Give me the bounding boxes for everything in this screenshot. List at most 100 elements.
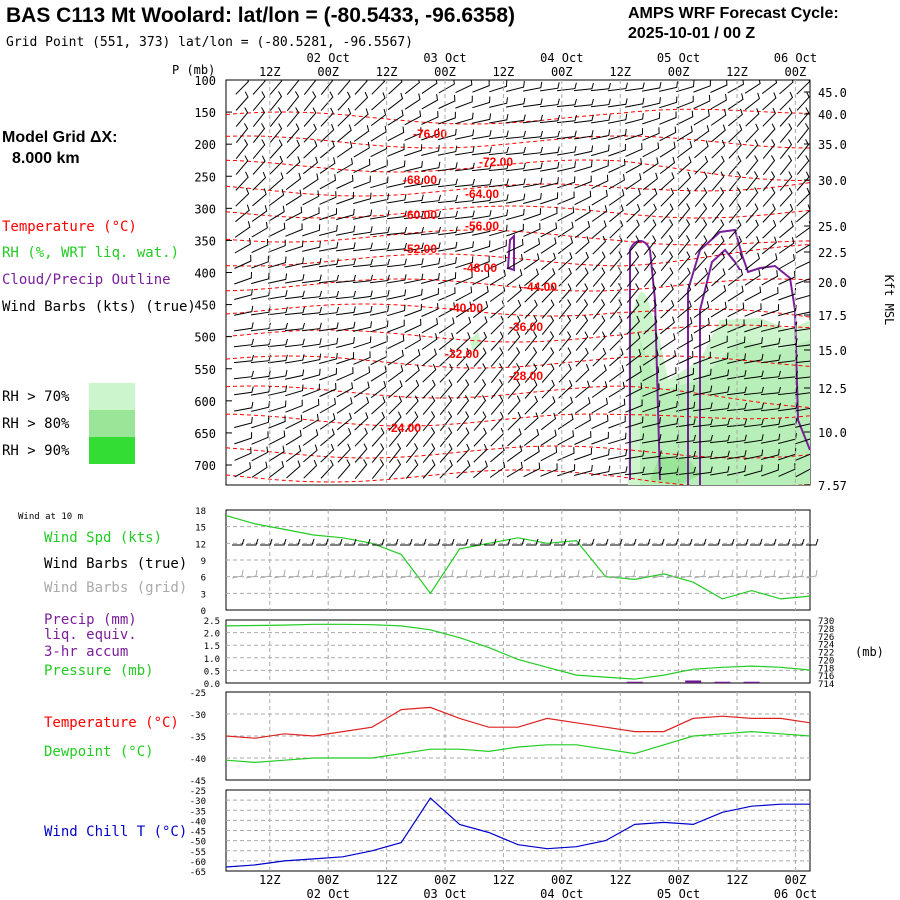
wind-barb bbox=[777, 386, 798, 396]
wind-barb bbox=[252, 155, 266, 175]
wind-barb bbox=[711, 268, 726, 287]
wind-barb bbox=[745, 123, 759, 143]
wind-barb bbox=[694, 187, 708, 207]
wind-barb bbox=[762, 220, 777, 239]
wind-barb bbox=[438, 80, 455, 94]
wind-barb bbox=[609, 348, 624, 367]
wind-barb bbox=[711, 203, 725, 224]
top-hour-label: 12Z bbox=[726, 65, 748, 79]
wind-barb bbox=[421, 178, 441, 188]
rh80-region bbox=[640, 340, 810, 485]
wind-barb bbox=[454, 129, 475, 140]
bottom-day-label: 02 Oct bbox=[307, 887, 350, 900]
windchill-tick-label: -25 bbox=[190, 787, 206, 797]
wind-barb bbox=[371, 459, 385, 480]
wind-barb bbox=[541, 299, 555, 319]
precip-bar bbox=[714, 681, 731, 683]
wind-barb bbox=[421, 333, 438, 350]
bottom-day-label: 04 Oct bbox=[540, 887, 583, 900]
height-tick-label: 45.0 bbox=[818, 86, 847, 100]
wind-barb bbox=[726, 386, 747, 396]
wind-barb bbox=[728, 219, 742, 239]
wind-barb bbox=[659, 316, 675, 335]
wind-barb bbox=[319, 413, 336, 430]
precip-bar bbox=[685, 680, 702, 683]
wind-barb bbox=[744, 286, 762, 302]
wind-barb bbox=[371, 427, 385, 447]
wind-barb bbox=[386, 289, 407, 300]
legend-3hr-accum: 3-hr accum bbox=[44, 644, 128, 660]
wind-barb bbox=[269, 155, 283, 175]
rh70-swatch bbox=[89, 383, 135, 410]
wind-barb bbox=[795, 294, 810, 301]
wind-barb bbox=[643, 219, 657, 239]
wind-barb bbox=[405, 459, 419, 479]
wind-barb bbox=[388, 443, 402, 464]
wind-barb-grid bbox=[637, 569, 650, 579]
wind-barb bbox=[625, 416, 644, 429]
wind-barb bbox=[727, 353, 746, 364]
wind-barb bbox=[422, 348, 437, 367]
wind-barb bbox=[268, 460, 285, 478]
wind-barb bbox=[369, 305, 390, 316]
wind-tick-label: 15 bbox=[195, 524, 206, 534]
wind-barb bbox=[642, 332, 658, 351]
wind-barb bbox=[728, 187, 742, 208]
wind-barb bbox=[608, 466, 628, 476]
wind-barb bbox=[540, 161, 560, 172]
wind-barb-true bbox=[246, 538, 259, 546]
wind-barb-true bbox=[330, 538, 343, 546]
wind-barb bbox=[404, 110, 422, 126]
wind-barb-true bbox=[750, 538, 763, 546]
wind-barb bbox=[523, 223, 541, 237]
wind-barb bbox=[319, 337, 339, 348]
wind-barb bbox=[711, 139, 726, 159]
wind-barb bbox=[488, 209, 509, 220]
wind-barb bbox=[693, 466, 713, 476]
wind-barb bbox=[642, 383, 660, 397]
pressure-tick-label: 730 bbox=[818, 617, 834, 627]
top-hour-labels: 12Z 00Z 12Z 00Z 12Z 00Z 12Z 00Z 12Z 00Z bbox=[259, 65, 806, 79]
precip-tick-label: 2.5 bbox=[204, 617, 220, 627]
wind-barb bbox=[677, 283, 692, 303]
wind-barb bbox=[354, 80, 368, 95]
wind-barb bbox=[710, 352, 729, 365]
wind-barb bbox=[471, 146, 492, 156]
pressure-tick-label: 650 bbox=[194, 427, 216, 441]
wind-barb bbox=[303, 107, 317, 127]
wind-barb bbox=[269, 80, 283, 95]
wind-barb bbox=[574, 431, 592, 445]
wind-barb bbox=[421, 303, 439, 317]
wind-barb bbox=[473, 347, 487, 367]
wind-barb bbox=[710, 301, 727, 318]
wind-barb bbox=[779, 107, 793, 127]
wind-barb bbox=[438, 145, 458, 156]
wind-barb bbox=[625, 143, 643, 157]
wind-barb bbox=[235, 123, 249, 144]
wind-barb bbox=[710, 80, 728, 93]
wind-barb-true bbox=[764, 538, 777, 546]
wind-barb bbox=[353, 192, 372, 205]
wind-barb bbox=[743, 418, 764, 428]
wind-barb bbox=[693, 351, 711, 365]
wind-barb bbox=[354, 459, 368, 480]
wind-barb bbox=[352, 209, 373, 220]
wind-barb bbox=[303, 444, 318, 463]
wind-barb bbox=[626, 251, 640, 272]
wind-barb bbox=[456, 411, 470, 432]
wind-barb bbox=[660, 172, 675, 191]
wind-barb-grid bbox=[287, 569, 300, 579]
wind-barb bbox=[302, 368, 321, 381]
wind-barb bbox=[422, 395, 436, 415]
precip-tick-label: 1.5 bbox=[204, 642, 220, 652]
wind-barb bbox=[625, 188, 641, 207]
wind-barb bbox=[337, 107, 352, 127]
wind-barb bbox=[284, 290, 305, 300]
wind-barb bbox=[269, 139, 283, 159]
legend-pressure: Pressure (mb) bbox=[44, 663, 154, 679]
wind-barb bbox=[522, 130, 543, 140]
rh80-swatch bbox=[89, 410, 135, 437]
top-hour-label: 12Z bbox=[493, 65, 515, 79]
wind-barb-true bbox=[456, 538, 469, 546]
wind-barb bbox=[285, 354, 305, 364]
